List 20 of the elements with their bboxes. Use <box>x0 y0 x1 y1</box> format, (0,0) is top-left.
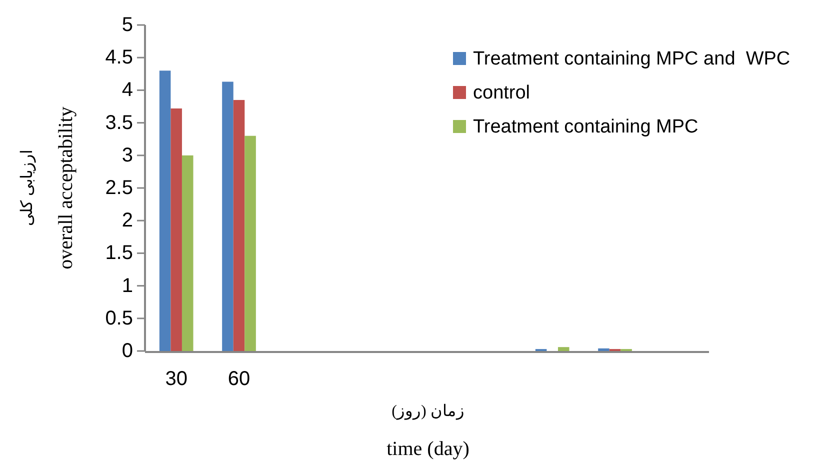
y-axis-title: overall acceptability <box>55 106 77 270</box>
x-tick-label: 60 <box>228 368 250 390</box>
y-tick-label: 0 <box>122 340 133 362</box>
legend-label: Treatment containing MPC <box>473 116 698 138</box>
text: ارزیابی کلی <box>19 150 36 226</box>
y-tick-label: 1.5 <box>105 242 133 264</box>
y-tick-label: 1 <box>122 274 133 297</box>
y-tick-label: 2.5 <box>105 177 133 199</box>
x-tick-label: 30 <box>165 368 188 390</box>
y-tick-label: 4.5 <box>105 46 133 69</box>
legend-label: control <box>473 82 530 104</box>
legend-label: Treatment containing MPC and WPC <box>473 48 790 70</box>
y-tick-label: 3.5 <box>105 112 133 134</box>
y-tick-label: 5 <box>122 14 133 36</box>
y-tick-label: 3 <box>122 144 133 166</box>
y-tick-label: 0.5 <box>105 307 133 330</box>
y-tick-label: 4 <box>122 79 133 102</box>
x-axis-title: time (day) <box>386 438 470 460</box>
text: زمان (روز) <box>392 403 464 420</box>
y-tick-label: 2 <box>122 210 133 232</box>
